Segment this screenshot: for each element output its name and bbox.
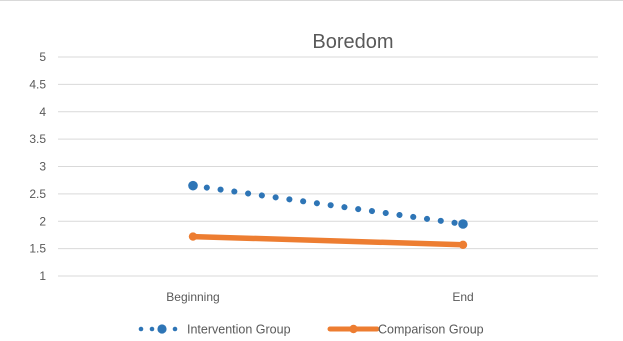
legend-marker: [349, 324, 358, 334]
y-tick-label: 1: [39, 269, 46, 283]
y-tick-label: 1.5: [29, 242, 46, 256]
legend-label: Intervention Group: [187, 323, 291, 337]
data-point: [188, 180, 198, 191]
y-tick-label: 4.5: [29, 77, 46, 91]
legend-marker: [172, 326, 178, 332]
series-comparison-group: [188, 232, 468, 249]
data-series: [188, 180, 468, 249]
data-point: [458, 240, 468, 249]
x-axis-tick-labels: Beginning End: [166, 290, 473, 304]
x-tick-label: Beginning: [166, 290, 219, 304]
legend-marker: [138, 326, 144, 332]
series-line: [190, 182, 466, 227]
y-tick-label: 2.5: [29, 187, 46, 201]
series-intervention-group: [188, 180, 468, 229]
y-tick-label: 5: [39, 50, 46, 64]
data-point: [458, 219, 468, 229]
data-point: [188, 232, 198, 241]
legend-item-intervention-group: Intervention Group: [138, 323, 291, 337]
x-tick-label: End: [452, 290, 473, 304]
legend-marker: [157, 324, 167, 334]
legend-marker: [149, 326, 155, 332]
y-tick-label: 4: [39, 105, 46, 119]
legend-label: Comparison Group: [378, 323, 484, 337]
gridlines: [58, 56, 598, 277]
legend-item-comparison-group: Comparison Group: [327, 323, 484, 337]
legend: Intervention Group Comparison Group: [138, 323, 484, 337]
y-axis-tick-labels: 1 1.5 2 2.5 3 3.5 4 4.5 5: [29, 50, 46, 283]
y-tick-label: 3.5: [29, 132, 46, 146]
series-line: [190, 233, 466, 248]
chart-title: Boredom: [312, 31, 393, 53]
y-tick-label: 3: [39, 160, 46, 174]
y-tick-label: 2: [39, 214, 46, 228]
